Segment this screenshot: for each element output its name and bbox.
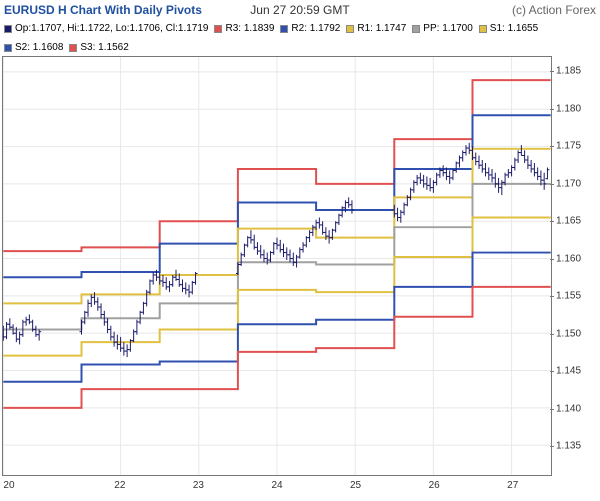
chart-title: EURUSD H Chart With Daily Pivots <box>4 3 202 17</box>
x-label: 24 <box>271 480 282 491</box>
y-tick <box>550 221 554 222</box>
x-label: 26 <box>429 480 440 491</box>
legend-r1-label: R1: 1.1747 <box>357 23 406 34</box>
y-label: 1.145 <box>556 366 581 377</box>
legend-s3-swatch <box>69 44 77 52</box>
y-tick <box>550 109 554 110</box>
chart-container: EURUSD H Chart With Daily Pivots Jun 27 … <box>0 0 600 501</box>
y-label: 1.140 <box>556 403 581 414</box>
y-label: 1.155 <box>556 291 581 302</box>
x-label: 23 <box>193 480 204 491</box>
legend-ohlc-swatch <box>4 25 12 33</box>
y-axis: 1.135 1.140 1.145 1.150 1.155 1.160 1.165 1.170… <box>554 56 598 476</box>
legend-s1-label: S1: 1.1655 <box>490 23 538 34</box>
y-tick <box>550 409 554 410</box>
legend-r2-label: R2: 1.1792 <box>291 23 340 34</box>
legend-r2-swatch <box>280 25 288 33</box>
chart-attribution: (c) Action Forex <box>512 3 596 17</box>
x-axis: un 20 22 23 24 25 26 27 <box>2 478 552 498</box>
legend-ohlc: Op:1.1707, Hi:1.1722, Lo:1.1706, Cl:1.17… <box>4 23 208 34</box>
y-tick <box>550 446 554 447</box>
y-tick <box>550 334 554 335</box>
legend-r1-swatch <box>346 25 354 33</box>
x-label: un 20 <box>0 480 15 491</box>
plot-area <box>2 56 552 476</box>
legend-r3-swatch <box>214 25 222 33</box>
legend-r3: R3: 1.1839 <box>214 23 274 34</box>
legend-s2-label: S2: 1.1608 <box>15 42 63 53</box>
legend-ohlc-label: Op:1.1707, Hi:1.1722, Lo:1.1706, Cl:1.17… <box>15 23 208 34</box>
y-label: 1.165 <box>556 216 581 227</box>
y-tick <box>550 146 554 147</box>
plot-svg <box>2 56 552 476</box>
legend-s2: S2: 1.1608 <box>4 42 63 53</box>
y-tick <box>550 71 554 72</box>
y-label: 1.150 <box>556 328 581 339</box>
legend-s2-swatch <box>4 44 12 52</box>
legend: Op:1.1707, Hi:1.1722, Lo:1.1706, Cl:1.17… <box>0 20 600 56</box>
y-tick <box>550 184 554 185</box>
legend-r2: R2: 1.1792 <box>280 23 340 34</box>
y-label: 1.185 <box>556 66 581 77</box>
y-tick <box>550 259 554 260</box>
x-label: 25 <box>350 480 361 491</box>
x-label: 22 <box>114 480 125 491</box>
legend-pp-label: PP: 1.1700 <box>423 23 472 34</box>
y-tick <box>550 296 554 297</box>
legend-r1: R1: 1.1747 <box>346 23 406 34</box>
y-tick <box>550 371 554 372</box>
y-label: 1.135 <box>556 441 581 452</box>
y-label: 1.180 <box>556 103 581 114</box>
chart-timestamp: Jun 27 20:59 GMT <box>250 3 349 17</box>
legend-s3: S3: 1.1562 <box>69 42 128 53</box>
x-label: 27 <box>507 480 518 491</box>
legend-r3-label: R3: 1.1839 <box>225 23 274 34</box>
legend-pp: PP: 1.1700 <box>412 23 472 34</box>
legend-s1-swatch <box>479 25 487 33</box>
y-label: 1.170 <box>556 178 581 189</box>
y-label: 1.160 <box>556 253 581 264</box>
legend-pp-swatch <box>412 25 420 33</box>
legend-s3-label: S3: 1.1562 <box>80 42 128 53</box>
title-bar: EURUSD H Chart With Daily Pivots Jun 27 … <box>0 0 600 20</box>
y-label: 1.175 <box>556 141 581 152</box>
legend-s1: S1: 1.1655 <box>479 23 538 34</box>
